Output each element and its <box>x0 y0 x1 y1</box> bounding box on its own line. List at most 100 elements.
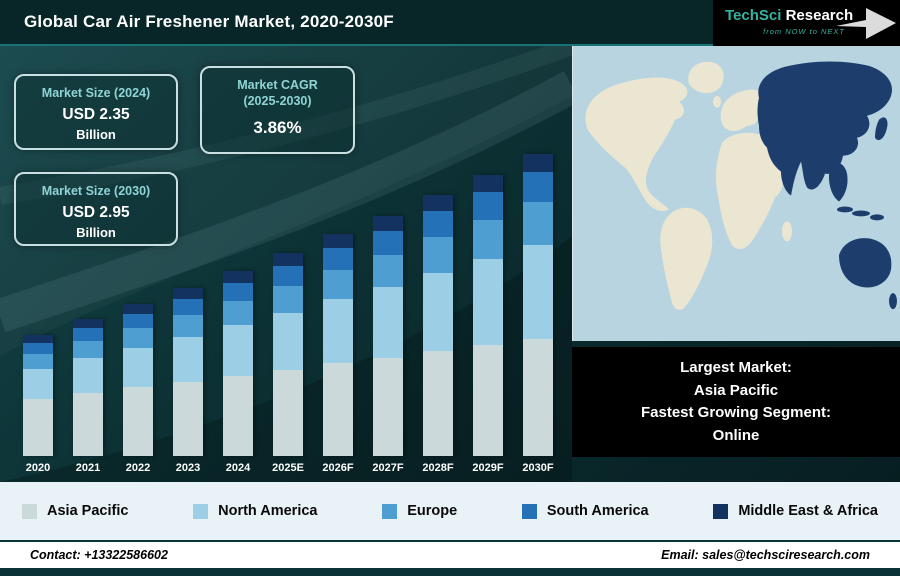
largest-market-box: Largest Market: Asia Pacific Fastest Gro… <box>572 347 900 457</box>
bar-segment-middle-east-africa <box>323 233 353 248</box>
page-title: Global Car Air Freshener Market, 2020-20… <box>24 12 394 31</box>
bar-segment-north-america <box>423 272 453 352</box>
bar-segment-middle-east-africa <box>423 194 453 212</box>
header: Global Car Air Freshener Market, 2020-20… <box>0 0 900 46</box>
largest-market-line: Asia Pacific <box>693 381 779 399</box>
map-australia-highlight <box>839 238 892 288</box>
bar-column: 2027F <box>366 216 410 478</box>
bar-segment-middle-east-africa <box>173 288 203 300</box>
stat-unit: Billion <box>76 127 116 143</box>
bar-segment-north-america <box>23 369 53 400</box>
stat-value: USD 2.95 <box>62 204 130 222</box>
logo-brand-primary: TechSci <box>725 7 782 24</box>
logo-arrow-icon <box>836 8 896 39</box>
bar-column: 2021 <box>66 319 110 478</box>
bar-segment-middle-east-africa <box>273 253 303 266</box>
bar-segment-north-america <box>273 313 303 370</box>
stacked-bar <box>173 288 203 456</box>
world-map <box>572 46 900 341</box>
bar-segment-middle-east-africa <box>123 303 153 314</box>
bar-segment-europe <box>423 236 453 273</box>
bar-segment-europe <box>273 285 303 314</box>
legend-item-europe: Europe <box>382 503 457 519</box>
legend-label: North America <box>218 503 318 519</box>
bar-segment-middle-east-africa <box>23 335 53 343</box>
chart-area: Market Size (2024) USD 2.35 Billion Mark… <box>0 46 572 482</box>
stacked-bar <box>323 233 353 456</box>
bar-year-label: 2025E <box>272 462 304 474</box>
bar-column: 2023 <box>166 288 210 478</box>
bar-segment-europe <box>223 300 253 326</box>
bar-segment-europe <box>23 353 53 370</box>
bar-segment-south-america <box>373 230 403 255</box>
legend-item-asia-pacific: Asia Pacific <box>22 503 128 519</box>
bar-segment-south-america <box>273 265 303 286</box>
bar-segment-europe <box>123 327 153 348</box>
bar-column: 2028F <box>416 194 460 478</box>
stacked-bar <box>223 270 253 456</box>
right-panel: Largest Market: Asia Pacific Fastest Gro… <box>572 46 900 482</box>
map-south-america <box>660 207 713 310</box>
bar-segment-north-america <box>523 244 553 340</box>
legend-item-middle-east-africa: Middle East & Africa <box>713 503 878 519</box>
bar-segment-south-america <box>173 299 203 316</box>
logo-tagline: from NOW to NEXT <box>763 27 845 36</box>
stacked-bar <box>473 175 503 456</box>
bar-segment-north-america <box>173 337 203 382</box>
bar-segment-europe <box>323 269 353 300</box>
map-greenland <box>688 61 724 94</box>
bar-column: 2024 <box>216 270 260 478</box>
stacked-bar <box>373 216 403 456</box>
bar-segment-asia-pacific <box>23 399 53 456</box>
bar-segment-asia-pacific <box>223 375 253 456</box>
bar-column: 2022 <box>116 303 160 478</box>
map-africa <box>716 132 784 250</box>
bar-year-label: 2030F <box>522 462 554 474</box>
bar-segment-south-america <box>323 247 353 270</box>
bar-year-label: 2028F <box>422 462 454 474</box>
bar-segment-north-america <box>223 325 253 376</box>
bottom-strip <box>0 568 900 576</box>
legend-label: Asia Pacific <box>47 503 129 519</box>
largest-market-line: Largest Market: <box>680 359 792 376</box>
bar-column: 2026F <box>316 233 360 478</box>
chart-legend: Asia Pacific North America Europe South Ame… <box>0 482 900 540</box>
stat-label: Market Size (2030) <box>41 184 151 198</box>
legend-label: Europe <box>407 503 458 519</box>
bar-segment-north-america <box>73 358 103 393</box>
bar-segment-middle-east-africa <box>73 319 103 329</box>
bar-segment-europe <box>173 315 203 338</box>
stat-label: Market CAGR (2025-2030) <box>237 78 318 109</box>
bar-segment-south-america <box>423 211 453 237</box>
bar-segment-middle-east-africa <box>523 153 553 173</box>
bar-segment-south-america <box>123 313 153 328</box>
bar-segment-asia-pacific <box>73 392 103 456</box>
bar-year-label: 2029F <box>472 462 504 474</box>
bar-year-label: 2022 <box>125 462 151 474</box>
legend-swatch <box>521 503 537 519</box>
bar-year-label: 2021 <box>75 462 101 474</box>
market-size-2024-box: Market Size (2024) USD 2.35 Billion <box>14 74 178 150</box>
bar-segment-asia-pacific <box>423 351 453 456</box>
bar-segment-middle-east-africa <box>223 270 253 283</box>
bar-segment-north-america <box>373 287 403 358</box>
stacked-bar <box>73 319 103 456</box>
largest-market-line: Fastest Growing Segment: <box>640 404 832 421</box>
bar-segment-asia-pacific <box>323 363 353 456</box>
stacked-bar <box>523 153 553 456</box>
bar-year-label: 2020 <box>25 462 51 474</box>
stacked-bar <box>23 335 53 456</box>
bar-year-label: 2023 <box>175 462 201 474</box>
bar-year-label: 2027F <box>372 462 404 474</box>
main-area: Market Size (2024) USD 2.35 Billion Mark… <box>0 46 900 482</box>
bar-segment-north-america <box>473 259 503 346</box>
bar-segment-middle-east-africa <box>373 216 403 231</box>
bar-segment-north-america <box>123 347 153 387</box>
bar-segment-asia-pacific <box>273 369 303 456</box>
market-cagr-box: Market CAGR (2025-2030) 3.86% <box>200 66 355 154</box>
bar-segment-europe <box>73 340 103 359</box>
bar-segment-south-america <box>223 282 253 301</box>
legend-swatch <box>713 503 729 519</box>
legend-label: South America <box>546 503 649 519</box>
largest-market-line: Online <box>712 426 760 444</box>
